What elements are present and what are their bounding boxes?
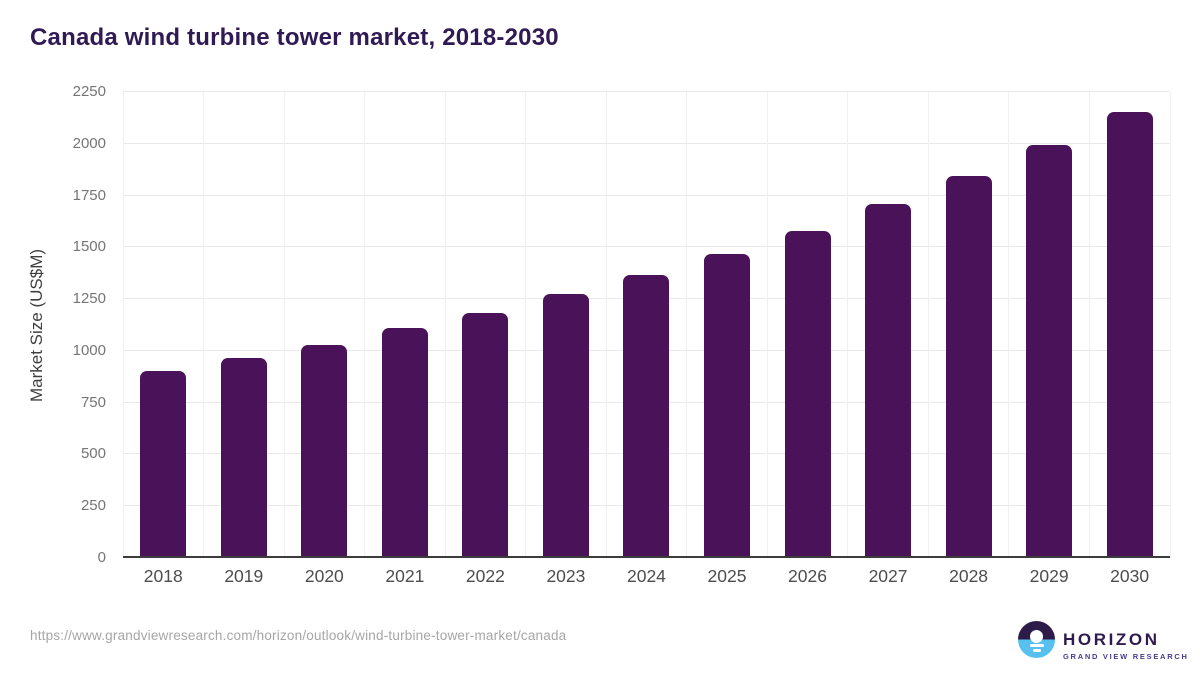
y-tick-1000: 1000 — [72, 341, 106, 359]
bar-2021 — [381, 328, 428, 558]
logo-subtitle: GRAND VIEW RESEARCH — [1063, 652, 1189, 661]
vgridline-1 — [203, 92, 205, 558]
bar-column-2025 — [687, 92, 768, 558]
bar-2018 — [140, 370, 187, 558]
bar-2029 — [1026, 144, 1073, 558]
vgridline-11 — [1008, 92, 1010, 558]
x-label-2019: 2019 — [224, 566, 264, 586]
bar-2024 — [623, 275, 670, 558]
bar-column-2027 — [848, 92, 929, 558]
vgridline-12 — [1088, 92, 1090, 558]
plot-area — [122, 91, 1171, 558]
y-tick-2250: 2250 — [72, 83, 106, 100]
x-axis-line — [123, 556, 1170, 558]
bar-2025 — [703, 253, 750, 558]
logo-text: HORIZON GRAND VIEW RESEARCH — [1063, 621, 1189, 661]
bar-series — [123, 92, 1170, 558]
y-tick-750: 750 — [80, 393, 106, 411]
x-label-2028: 2028 — [949, 566, 989, 586]
vgridline-10 — [927, 92, 929, 558]
bar-column-2024 — [606, 92, 687, 558]
vgridline-5 — [525, 92, 527, 558]
hgridline-2000 — [123, 142, 1170, 144]
vgridline-3 — [364, 92, 366, 558]
y-tick-2000: 2000 — [72, 134, 106, 152]
bar-2023 — [542, 293, 589, 558]
y-tick-500: 500 — [80, 445, 106, 463]
vgridline-8 — [766, 92, 768, 558]
y-tick-1250: 1250 — [72, 290, 106, 308]
vgridline-2 — [283, 92, 285, 558]
y-tick-1750: 1750 — [72, 186, 106, 204]
hgridline-1750 — [123, 194, 1170, 196]
vgridline-0 — [122, 92, 124, 558]
x-label-2021: 2021 — [385, 566, 425, 586]
logo-name: HORIZON — [1063, 630, 1160, 649]
bar-column-2026 — [767, 92, 848, 558]
y-tick-0: 0 — [97, 549, 106, 566]
vgridline-4 — [444, 92, 446, 558]
bar-2022 — [462, 312, 509, 558]
y-tick-250: 250 — [80, 497, 106, 515]
x-label-2030: 2030 — [1110, 566, 1150, 586]
bar-2019 — [220, 358, 267, 558]
x-label-2029: 2029 — [1029, 566, 1069, 586]
x-label-2022: 2022 — [465, 566, 505, 586]
x-label-2023: 2023 — [546, 566, 586, 586]
x-label-2027: 2027 — [868, 566, 908, 586]
logo-reflection-line-1 — [1029, 643, 1044, 647]
vgridline-6 — [605, 92, 607, 558]
x-label-2025: 2025 — [707, 566, 747, 586]
bar-column-2018 — [123, 92, 204, 558]
y-tick-1500: 1500 — [72, 238, 106, 256]
vgridline-9 — [847, 92, 849, 558]
vgridline-13 — [1169, 92, 1171, 558]
bar-2020 — [301, 344, 348, 558]
x-label-2024: 2024 — [626, 566, 666, 586]
bar-2027 — [865, 203, 912, 558]
bar-column-2021 — [365, 92, 446, 558]
horizon-logo: HORIZON GRAND VIEW RESEARCH — [1018, 621, 1189, 661]
bar-2030 — [1106, 111, 1153, 558]
logo-sun-dot — [1030, 629, 1043, 643]
hgridline-2250 — [123, 91, 1170, 92]
page-title: Canada wind turbine tower market, 2018-2… — [30, 24, 559, 51]
bar-column-2029 — [1009, 92, 1090, 558]
bar-column-2023 — [526, 92, 607, 558]
vgridline-7 — [686, 92, 688, 558]
x-label-2018: 2018 — [143, 566, 183, 586]
bar-2028 — [945, 175, 992, 558]
source-url: https://www.grandviewresearch.com/horizo… — [30, 628, 567, 643]
logo-reflection-line-2 — [1032, 648, 1041, 652]
bar-column-2020 — [284, 92, 365, 558]
bar-column-2019 — [204, 92, 285, 558]
bar-column-2030 — [1089, 92, 1170, 558]
horizon-sunset-circle-icon — [1018, 621, 1055, 658]
x-axis-tick-labels: 2018 2019 2020 2021 2022 2023 2024 2025 2026 2027… — [123, 566, 1170, 587]
x-label-2026: 2026 — [788, 566, 827, 586]
bar-2026 — [784, 230, 831, 558]
x-label-2020: 2020 — [304, 566, 344, 586]
bar-column-2022 — [445, 92, 526, 558]
hgridline-1500 — [123, 246, 1170, 248]
bar-column-2028 — [928, 92, 1009, 558]
y-axis-tick-labels: 0 250 500 750 1000 1250 1500 1750 2000 2250 — [0, 84, 106, 566]
